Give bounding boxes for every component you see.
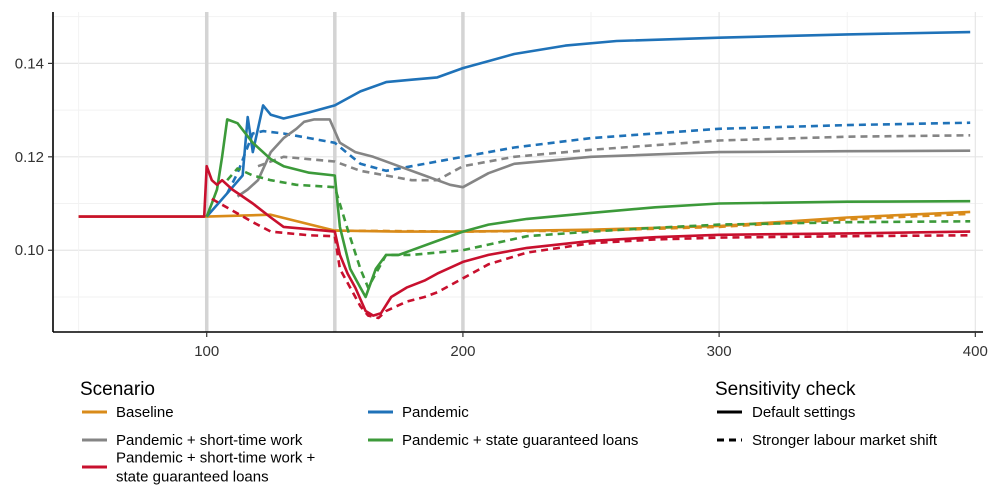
x-tick-label: 200 bbox=[450, 343, 475, 360]
series-line-loans bbox=[205, 118, 971, 299]
legend-title-scenario: Scenario bbox=[80, 379, 155, 400]
legend-label-scenario: Baseline bbox=[116, 404, 174, 421]
series-line-pandemic_dashed bbox=[226, 121, 971, 194]
series-line-loans_dashed bbox=[226, 167, 971, 289]
tick-labels: 0.10 0.12 0.14 100 200 300 400 bbox=[15, 55, 988, 360]
y-tick-label: 0.12 bbox=[15, 149, 44, 166]
legend: Scenario Baseline Pandemic Pandemic + short… bbox=[80, 379, 938, 486]
vertical-markers bbox=[204, 12, 465, 332]
legend-label-scenario: state guaranteed loans bbox=[116, 469, 269, 486]
series-line-stw_loans bbox=[78, 164, 971, 317]
series-line-stw_loans_dashed bbox=[211, 197, 971, 320]
series-line-pandemic bbox=[205, 30, 971, 218]
legend-label-scenario: Pandemic bbox=[402, 404, 469, 421]
axes bbox=[52, 12, 983, 333]
x-tick-label: 400 bbox=[963, 343, 988, 360]
legend-label-sensitivity: Default settings bbox=[752, 404, 855, 421]
legend-label-scenario: Pandemic + short-time work bbox=[116, 432, 303, 449]
y-tick-label: 0.14 bbox=[15, 55, 44, 72]
series-lines bbox=[78, 30, 971, 320]
legend-label-sensitivity: Stronger labour market shift bbox=[752, 432, 938, 449]
series-line-stw_dashed bbox=[257, 134, 971, 182]
x-tick-label: 100 bbox=[194, 343, 219, 360]
y-tick-label: 0.10 bbox=[15, 242, 44, 259]
legend-title-sensitivity: Sensitivity check bbox=[715, 379, 856, 400]
series-line-baseline_dashed bbox=[334, 212, 971, 233]
legend-label-scenario: Pandemic + state guaranteed loans bbox=[402, 432, 638, 449]
grid-lines bbox=[53, 12, 983, 332]
legend-label-scenario: Pandemic + short-time work + bbox=[116, 450, 315, 467]
x-tick-label: 300 bbox=[707, 343, 732, 360]
series-line-stw bbox=[236, 118, 971, 198]
